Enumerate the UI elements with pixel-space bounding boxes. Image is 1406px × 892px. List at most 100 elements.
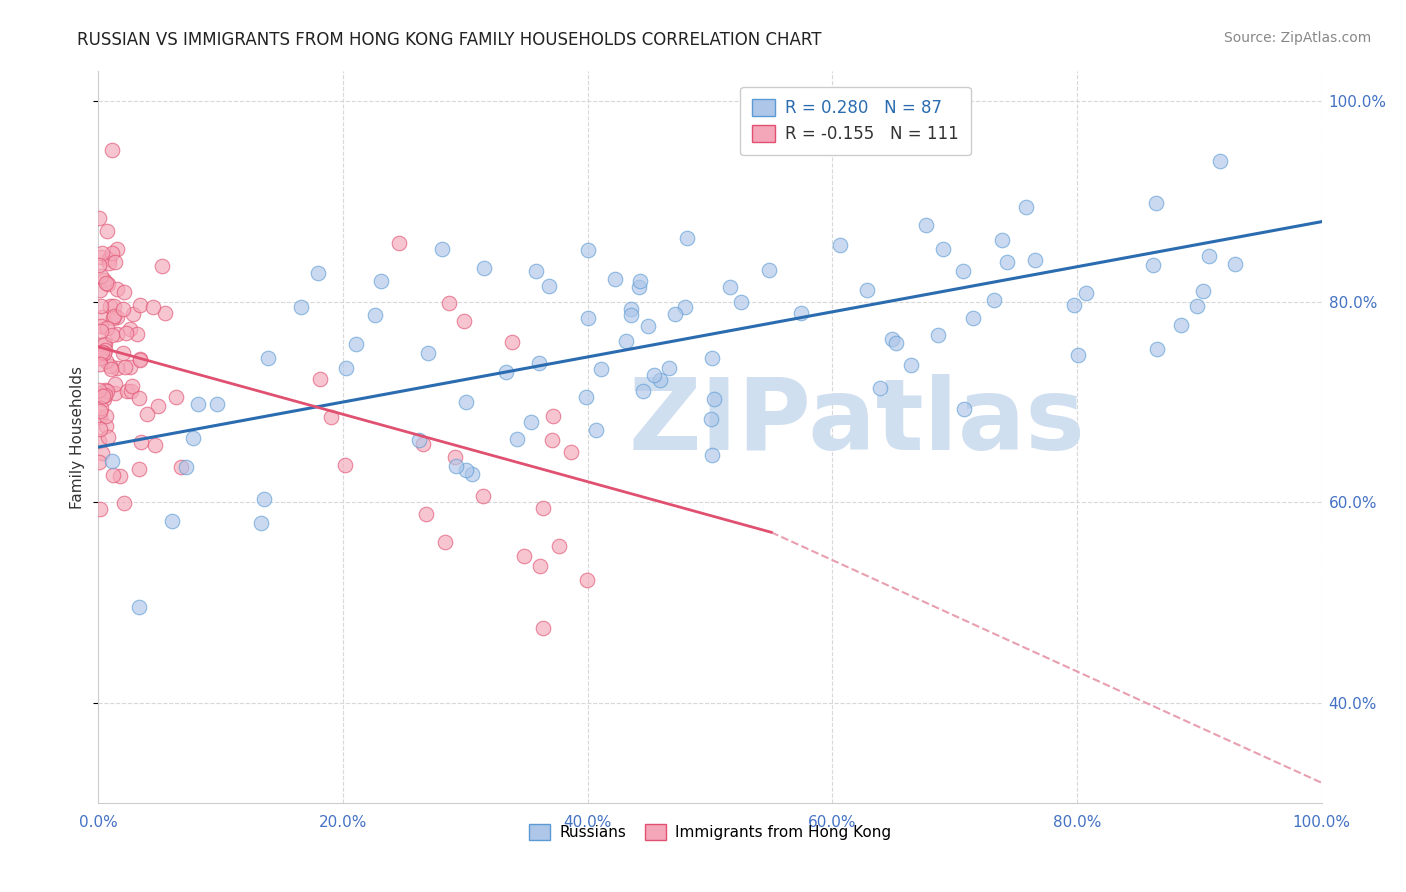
- Point: [828, 238, 851, 252]
- Point: [94, 409, 117, 423]
- Point: [128, 352, 150, 367]
- Point: [454, 463, 477, 477]
- Point: [1015, 201, 1038, 215]
- Point: [526, 264, 548, 278]
- Point: [105, 243, 128, 257]
- Point: [589, 362, 612, 376]
- Point: [703, 392, 725, 407]
- Point: [700, 411, 723, 425]
- Point: [664, 307, 686, 321]
- Point: [107, 282, 129, 296]
- Point: [780, 122, 803, 136]
- Point: [880, 332, 903, 346]
- Point: [146, 399, 169, 413]
- Point: [648, 373, 671, 387]
- Point: [91, 389, 114, 403]
- Point: [94, 387, 117, 401]
- Point: [128, 462, 150, 476]
- Point: [93, 343, 115, 357]
- Point: [676, 231, 699, 245]
- Point: [125, 327, 148, 342]
- Point: [576, 573, 599, 587]
- Point: [105, 326, 128, 341]
- Point: [620, 308, 643, 322]
- Point: [472, 260, 495, 275]
- Point: [541, 409, 564, 423]
- Point: [97, 277, 120, 291]
- Point: [89, 284, 111, 298]
- Point: [101, 143, 124, 157]
- Point: [187, 397, 209, 411]
- Point: [1170, 318, 1192, 332]
- Point: [900, 358, 922, 372]
- Point: [93, 337, 115, 351]
- Point: [637, 319, 659, 334]
- Point: [983, 293, 1005, 308]
- Point: [574, 390, 596, 404]
- Point: [128, 353, 150, 368]
- Point: [869, 381, 891, 395]
- Point: [115, 326, 138, 340]
- Point: [952, 264, 974, 278]
- Point: [97, 252, 120, 267]
- Point: [89, 502, 111, 516]
- Point: [627, 280, 650, 294]
- Point: [142, 300, 165, 314]
- Point: [100, 361, 122, 376]
- Point: [153, 306, 176, 320]
- Point: [619, 302, 641, 317]
- Point: [90, 251, 112, 265]
- Point: [1063, 297, 1085, 311]
- Point: [115, 384, 138, 398]
- Point: [471, 489, 494, 503]
- Point: [183, 431, 205, 445]
- Point: [160, 515, 183, 529]
- Point: [94, 337, 117, 351]
- Point: [128, 600, 150, 615]
- Point: [165, 390, 187, 404]
- Point: [718, 279, 741, 293]
- Point: [121, 378, 143, 392]
- Point: [962, 311, 984, 326]
- Point: [931, 242, 953, 256]
- Point: [103, 299, 125, 313]
- Point: [730, 295, 752, 310]
- Point: [205, 397, 228, 411]
- Point: [576, 310, 599, 325]
- Point: [114, 359, 136, 374]
- Point: [675, 300, 697, 314]
- Point: [90, 401, 112, 416]
- Point: [537, 279, 560, 293]
- Point: [90, 246, 112, 260]
- Point: [1144, 196, 1167, 211]
- Point: [96, 384, 118, 399]
- Point: [520, 415, 543, 429]
- Point: [89, 348, 111, 362]
- Text: Source: ZipAtlas.com: Source: ZipAtlas.com: [1223, 31, 1371, 45]
- Point: [101, 467, 124, 482]
- Point: [104, 377, 127, 392]
- Point: [145, 437, 167, 451]
- Point: [576, 243, 599, 257]
- Point: [412, 437, 434, 451]
- Point: [460, 467, 482, 482]
- Point: [527, 356, 550, 370]
- Point: [1192, 284, 1215, 298]
- Point: [90, 299, 112, 313]
- Point: [100, 245, 122, 260]
- Point: [758, 263, 780, 277]
- Point: [108, 469, 131, 483]
- Point: [344, 336, 367, 351]
- Point: [104, 254, 127, 268]
- Point: [1024, 253, 1046, 268]
- Point: [631, 384, 654, 398]
- Point: [1146, 343, 1168, 357]
- Point: [531, 501, 554, 516]
- Point: [997, 254, 1019, 268]
- Point: [658, 361, 681, 376]
- Point: [94, 383, 117, 397]
- Point: [702, 351, 724, 366]
- Y-axis label: Family Households: Family Households: [70, 366, 86, 508]
- Point: [96, 320, 118, 334]
- Point: [98, 299, 121, 313]
